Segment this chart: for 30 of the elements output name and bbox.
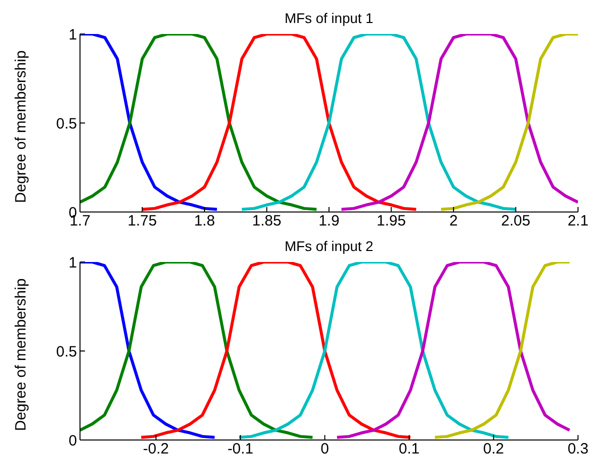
line-series [238,262,510,439]
x-tick-label: 0.2 [483,440,504,458]
x-tick-label: 1.95 [376,212,406,230]
line-series [140,34,418,211]
y-tick-label: 0.5 [56,343,77,360]
x-tick-label: -0.1 [227,440,254,458]
x-tick-label: 1.9 [318,212,340,230]
x-tick-label: -0.2 [143,440,169,458]
x-tick-label: 1.85 [252,212,282,230]
x-tick-label: 0.3 [568,440,588,458]
y-tick-label: 0.5 [56,115,77,132]
x-tick-label: 2.1 [568,212,588,230]
line-series [433,262,572,439]
chart-title: MFs of input 2 [284,238,374,254]
x-tick-label: 1.8 [194,212,215,230]
x-tick-label: 0 [320,440,329,458]
x-tick-label: 2.05 [501,212,530,230]
line-series [440,34,578,211]
y-axis-title: Degree of membership [12,50,30,203]
x-tick-label: 0.1 [398,440,420,458]
line-series [140,262,412,439]
line-series [240,34,518,211]
x-tick-label: 1.75 [128,212,157,230]
y-axis-title: Degree of membership [12,278,30,431]
y-tick-label: 1 [68,254,77,272]
y-tick-label: 1 [68,26,77,44]
line-series [336,262,572,439]
chart-title: MFs of input 1 [284,10,374,26]
line-series [340,34,578,211]
x-tick-label: 2 [449,212,458,230]
